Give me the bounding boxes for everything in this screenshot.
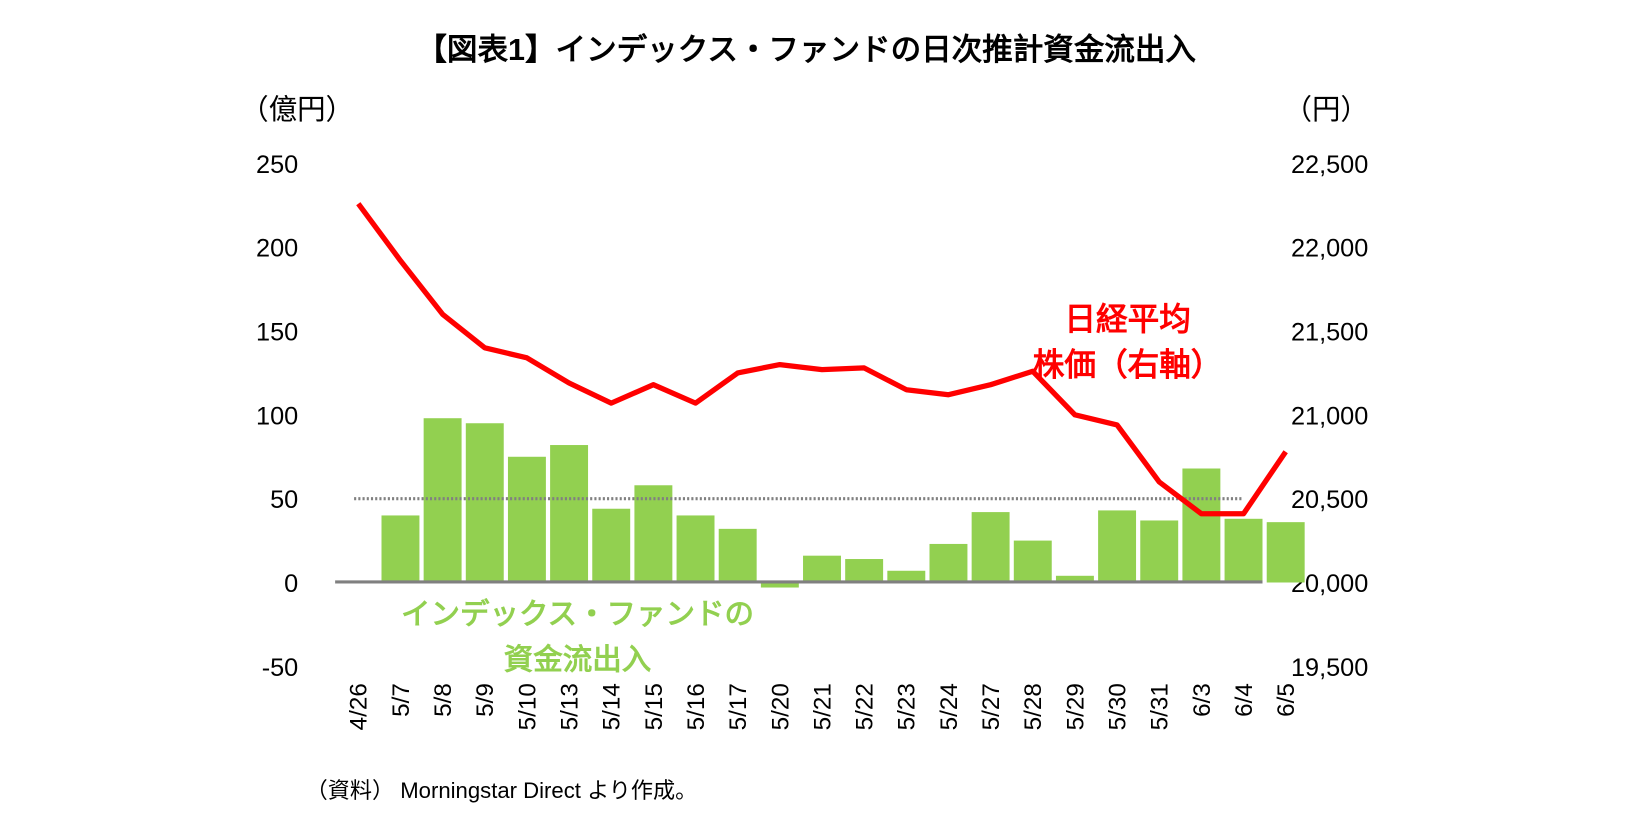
bar (929, 543, 968, 583)
bar (1055, 575, 1094, 583)
bar (592, 508, 631, 583)
x-tick-label: 5/30 (1105, 683, 1132, 730)
bar (1098, 510, 1137, 583)
source-note: （資料） Morningstar Direct より作成。 (306, 778, 698, 803)
bar (550, 445, 589, 583)
x-tick-label: 5/27 (978, 683, 1005, 730)
x-tick-label: 5/13 (557, 683, 584, 730)
x-tick-label: 5/8 (430, 683, 457, 717)
bar (760, 582, 799, 588)
left-tick-label: 150 (256, 319, 298, 347)
right-tick-label: 22,500 (1291, 151, 1368, 179)
bar (1013, 540, 1052, 583)
right-tick-label: 21,500 (1291, 319, 1368, 347)
left-axis-unit: （億円） (240, 94, 354, 126)
x-tick-label: 6/4 (1231, 683, 1258, 717)
bar (803, 555, 841, 583)
x-tick-label: 5/21 (809, 683, 836, 730)
bar (845, 559, 884, 583)
bar (1224, 518, 1263, 583)
bar (718, 528, 757, 583)
x-tick-label: 5/15 (641, 683, 668, 730)
bar (423, 418, 462, 583)
right-axis-unit: （円） (1284, 94, 1369, 126)
bar (381, 515, 420, 583)
bar (507, 456, 546, 583)
line-label-1: 日経平均 (1064, 301, 1190, 337)
bar (1266, 522, 1305, 583)
left-tick-label: -50 (262, 654, 299, 682)
x-tick-label: 5/9 (472, 683, 499, 717)
x-tick-label: 6/5 (1273, 683, 1300, 717)
right-tick-label: 19,500 (1291, 654, 1368, 682)
bar (634, 485, 673, 583)
left-tick-label: 250 (256, 151, 298, 179)
x-tick-label: 5/7 (388, 683, 415, 717)
x-tick-label: 5/14 (599, 683, 626, 730)
bar (1182, 468, 1221, 583)
bar (465, 423, 504, 583)
left-tick-label: 0 (284, 570, 298, 598)
left-tick-label: 100 (256, 402, 298, 430)
x-tick-label: 5/23 (894, 683, 921, 730)
left-tick-label: 200 (256, 235, 298, 263)
chart-title: 【図表1】インデックス・ファンドの日次推計資金流出入 (416, 32, 1196, 67)
x-tick-label: 5/16 (683, 683, 710, 730)
x-tick-label: 4/26 (346, 683, 373, 730)
x-tick-label: 6/3 (1189, 683, 1216, 717)
bar (971, 512, 1010, 583)
x-tick-label: 5/22 (852, 683, 879, 730)
right-tick-label: 21,000 (1291, 402, 1368, 430)
bar (676, 515, 715, 583)
x-tick-label: 5/17 (725, 683, 752, 730)
x-tick-label: 5/10 (514, 683, 541, 730)
bar (887, 570, 926, 583)
x-tick-label: 5/24 (936, 683, 963, 730)
left-tick-label: 50 (270, 486, 298, 514)
line-label-2: 株価（右軸） (1033, 346, 1223, 382)
x-tick-label: 5/29 (1062, 683, 1089, 730)
x-tick-label: 5/28 (1020, 683, 1047, 730)
right-tick-label: 20,500 (1291, 486, 1368, 514)
bar-label-1: インデックス・ファンドの (401, 597, 754, 631)
bar (1140, 520, 1179, 583)
right-tick-label: 22,000 (1291, 235, 1368, 263)
x-tick-label: 5/20 (767, 683, 794, 730)
nikkei-line (356, 202, 1288, 517)
bar-label-2: 資金流出入 (504, 642, 652, 676)
x-tick-label: 5/31 (1147, 683, 1174, 730)
